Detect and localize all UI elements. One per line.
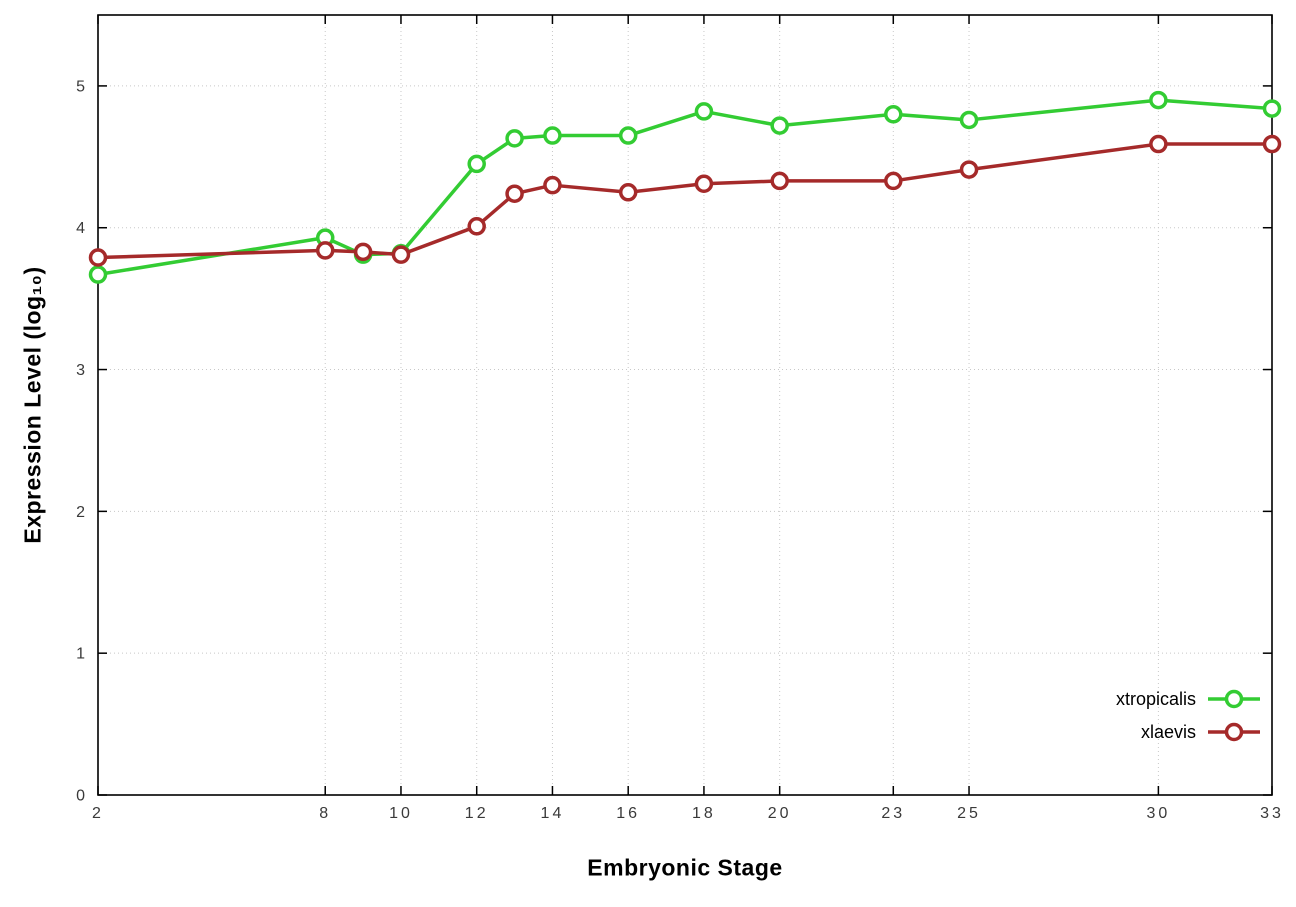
data-point-marker-xtropicalis [505,129,524,148]
legend-label: xlaevis [1140,721,1196,742]
x-tick-label: 16 [616,805,640,822]
data-point-marker-xtropicalis [694,102,714,121]
legend-item-xlaevis: xlaevis [1141,719,1262,745]
data-point-marker-xtropicalis [884,105,903,124]
x-tick-label: 18 [692,805,716,822]
y-tick-label: 4 [76,220,85,237]
data-point-marker-xlaevis [770,171,789,191]
data-point-marker-xlaevis [315,241,335,260]
x-tick-label: 25 [957,805,981,822]
x-tick-label: 2 [92,805,104,822]
data-point-marker-xlaevis [467,217,486,236]
legend-label: xtropicalis [1115,688,1196,709]
x-tick-label: 14 [541,805,565,822]
legend: xtropicalis xlaevis [1116,686,1262,745]
data-point-marker-xtropicalis [770,116,789,135]
y-tick-label: 1 [76,646,85,663]
data-point-marker-xlaevis [618,183,638,202]
data-point-marker-xlaevis [1149,134,1168,154]
data-point-marker-xlaevis [694,174,714,194]
y-tick-label: 3 [76,362,85,379]
data-point-marker-xtropicalis [1262,99,1282,118]
data-point-marker-xlaevis [1262,134,1282,154]
data-point-marker-xtropicalis [543,126,562,145]
data-point-marker-xtropicalis [618,126,638,145]
x-tick-label: 23 [881,805,905,822]
plot-border [97,14,1273,796]
x-tick-label: 12 [465,805,489,822]
y-axis-title: Expression Level (log₁₀) [19,266,46,544]
data-point-marker-xlaevis [505,184,524,203]
data-point-marker-xlaevis [353,242,373,262]
legend-sample-icon [1208,722,1260,742]
data-point-marker-xlaevis [391,245,411,264]
data-point-marker-xlaevis [884,171,903,191]
x-tick-label: 10 [389,805,413,822]
series-line-xlaevis [96,142,1274,260]
x-tick-label: 33 [1260,805,1284,822]
data-point-marker-xlaevis [543,175,562,195]
x-tick-label: 30 [1146,805,1170,822]
data-point-marker-xtropicalis [467,154,486,174]
data-point-marker-xtropicalis [88,265,108,284]
data-point-marker-xtropicalis [959,110,979,130]
y-tick-label: 2 [76,504,85,521]
data-point-marker-xlaevis [959,160,979,179]
y-tick-label: 5 [76,78,85,95]
x-axis-title: Embryonic Stage [587,854,783,881]
legend-sample-icon [1208,689,1260,709]
data-point-marker-xtropicalis [1149,90,1168,110]
legend-item-xtropicalis: xtropicalis [1116,686,1262,712]
x-tick-label: 20 [768,805,792,822]
y-tick-label: 0 [76,788,85,805]
x-tick-label: 8 [319,805,331,822]
data-point-marker-xlaevis [88,248,108,267]
